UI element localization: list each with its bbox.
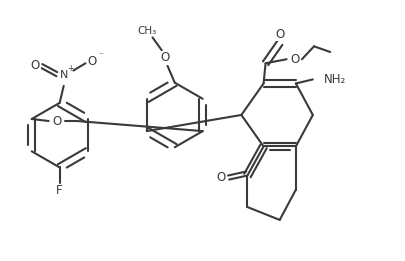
- Text: O: O: [216, 171, 225, 184]
- Text: CH₃: CH₃: [137, 26, 156, 36]
- Text: ⁻: ⁻: [98, 51, 103, 61]
- Text: O: O: [87, 55, 96, 68]
- Text: N: N: [60, 70, 68, 80]
- Text: NH₂: NH₂: [323, 73, 345, 86]
- Text: O: O: [160, 51, 169, 64]
- Text: O: O: [275, 28, 284, 41]
- Text: O: O: [52, 115, 61, 128]
- Text: F: F: [56, 184, 63, 197]
- Text: O: O: [31, 59, 40, 72]
- Text: +: +: [67, 64, 74, 73]
- Text: O: O: [289, 53, 298, 66]
